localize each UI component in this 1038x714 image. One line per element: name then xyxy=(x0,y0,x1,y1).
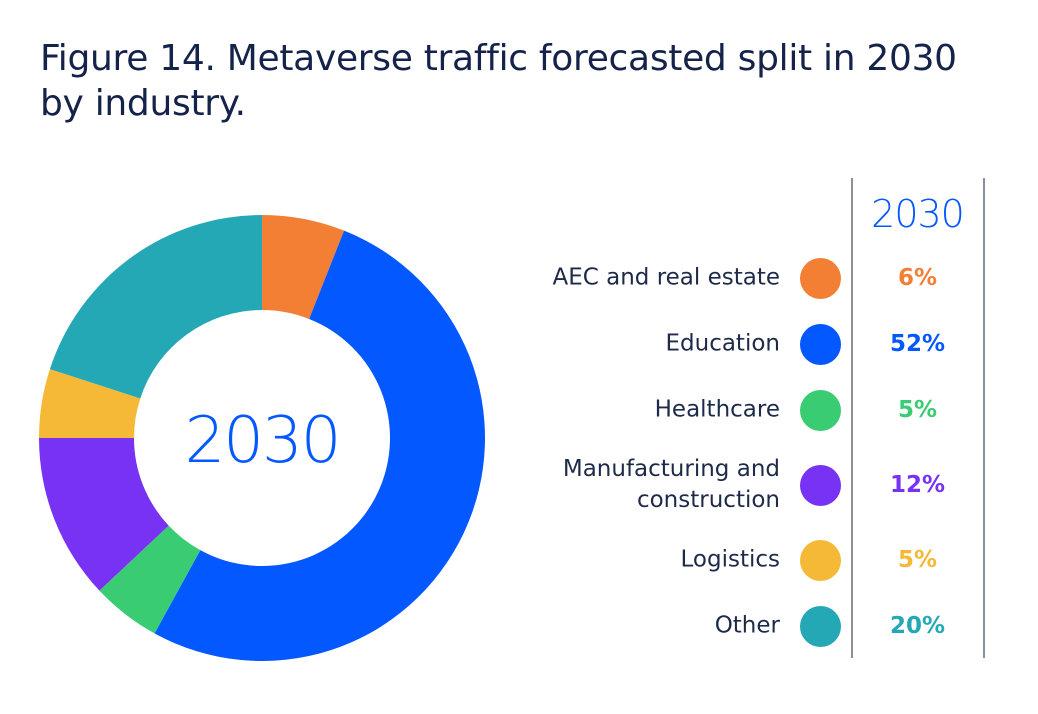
legend-swatch-education xyxy=(800,323,841,365)
legend-value-healthcare: 5% xyxy=(897,397,938,423)
legend-swatch-healthcare xyxy=(800,389,841,431)
legend-swatch-manufacturing-and-construction xyxy=(800,464,841,506)
legend-value-other: 20% xyxy=(889,613,946,639)
legend-item-logistics: Logistics 5% xyxy=(500,530,970,590)
legend-label: AEC and real estate xyxy=(552,264,780,291)
donut-slice-education xyxy=(154,230,486,661)
legend-item-healthcare: Healthcare 5% xyxy=(500,380,970,440)
legend-swatch-logistics xyxy=(800,539,841,581)
donut-slices xyxy=(39,215,486,661)
legend-value-education: 52% xyxy=(889,331,946,357)
donut-slice-aec-and-real-estate xyxy=(262,215,345,319)
legend-label: Manufacturing and construction xyxy=(562,456,780,513)
legend-item-manufacturing-and-construction: Manufacturing and construction 12% xyxy=(500,455,970,515)
legend-right-divider xyxy=(983,178,985,658)
legend-item-other: Other 20% xyxy=(500,596,970,656)
donut-slice-logistics xyxy=(39,369,141,438)
legend-swatch-aec-and-real-estate xyxy=(800,257,841,299)
donut-slice-manufacturing-and-construction xyxy=(39,438,169,591)
donut-chart: 2030 xyxy=(39,215,486,661)
donut-slice-healthcare xyxy=(99,525,201,634)
legend-label: Education xyxy=(665,330,780,357)
donut-slice-other xyxy=(49,215,262,399)
legend-value-logistics: 5% xyxy=(897,547,938,573)
legend-swatch-other xyxy=(800,605,841,647)
legend-item-education: Education 52% xyxy=(500,314,970,374)
legend-value-aec-and-real-estate: 6% xyxy=(897,265,938,291)
donut-center-label: 2030 xyxy=(185,404,340,478)
legend-value-manufacturing-and-construction: 12% xyxy=(889,472,946,498)
legend-item-aec-and-real-estate: AEC and real estate 6% xyxy=(500,248,970,308)
legend-label: Other xyxy=(714,612,780,639)
legend-left-divider xyxy=(851,178,853,658)
legend-label: Logistics xyxy=(680,546,781,573)
chart-title: Figure 14. Metaverse traffic forecasted … xyxy=(40,38,957,124)
legend-label: Healthcare xyxy=(654,396,780,423)
legend-column-header: 2030 xyxy=(871,192,965,236)
